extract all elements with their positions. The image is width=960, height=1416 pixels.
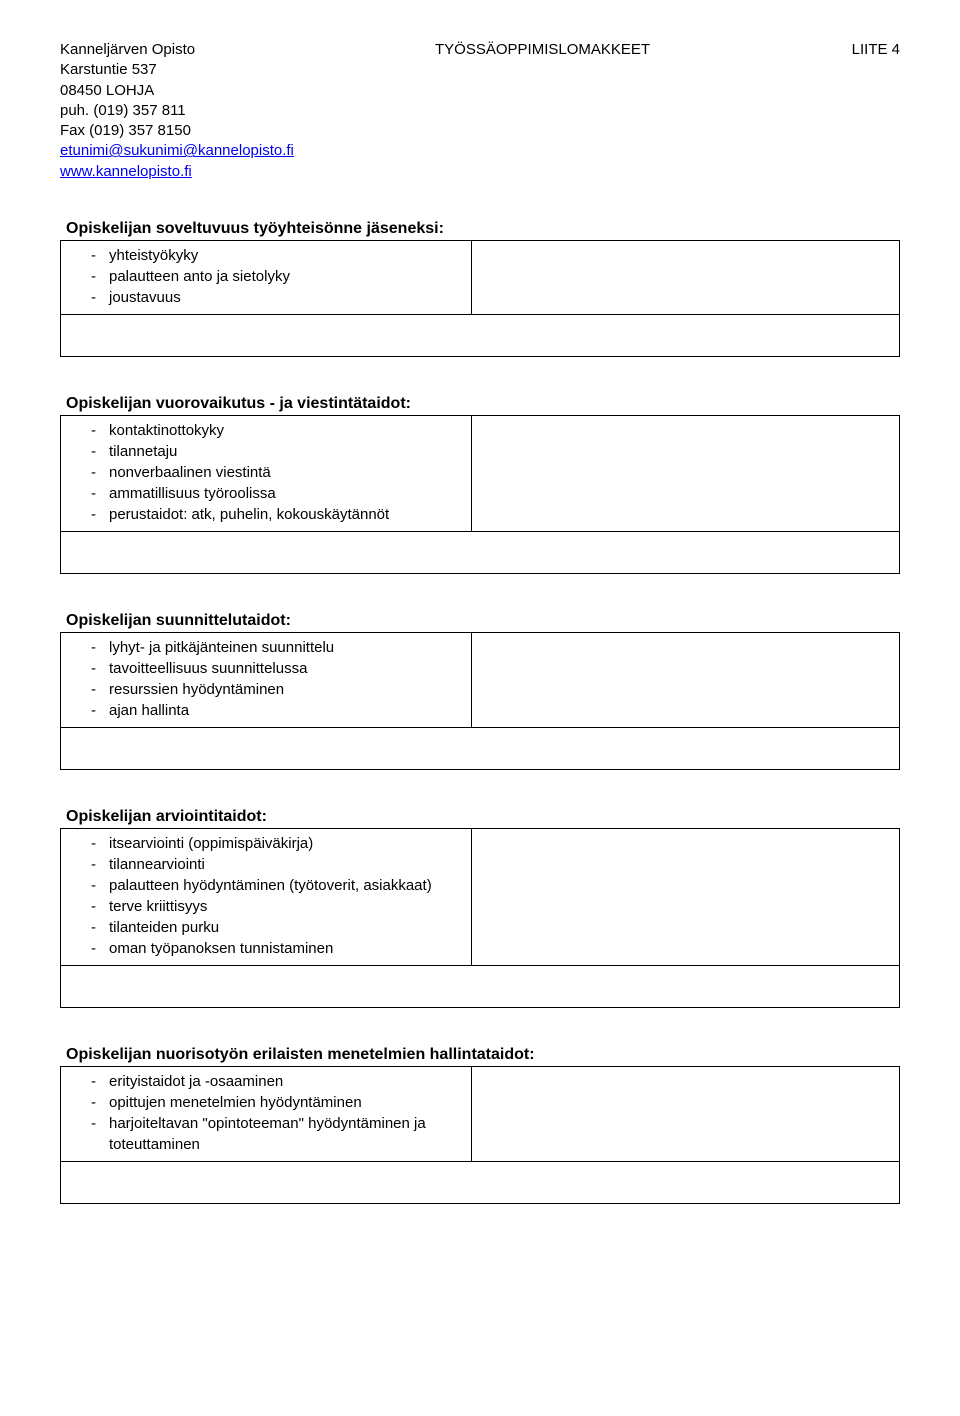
email-link[interactable]: etunimi@sukunimi@kannelopisto.fi (60, 142, 294, 159)
list-item: opittujen menetelmien hyödyntäminen (91, 1092, 461, 1113)
page-header: Kanneljärven Opisto Karstuntie 537 08450… (60, 40, 900, 182)
list-item: ammatillisuus työroolissa (91, 483, 461, 504)
section-body: yhteistyökyky palautteen anto ja sietoly… (60, 240, 900, 315)
criteria-cell: erityistaidot ja -osaaminen opittujen me… (60, 1066, 472, 1162)
section-body: kontaktinottokyky tilannetaju nonverbaal… (60, 415, 900, 532)
list-item: lyhyt- ja pitkäjänteinen suunnittelu (91, 637, 461, 658)
criteria-list: erityistaidot ja -osaaminen opittujen me… (71, 1071, 461, 1155)
section-suunnittelu: Opiskelijan suunnittelutaidot: lyhyt- ja… (60, 612, 900, 770)
comment-row[interactable] (60, 1162, 900, 1204)
list-item: tilannearviointi (91, 854, 461, 875)
section-soveltuvuus: Opiskelijan soveltuvuus työyhteisönne jä… (60, 220, 900, 357)
comment-row[interactable] (60, 966, 900, 1008)
section-body: itsearviointi (oppimispäiväkirja) tilann… (60, 828, 900, 966)
input-cell[interactable] (472, 415, 900, 532)
input-cell[interactable] (472, 632, 900, 728)
page: Kanneljärven Opisto Karstuntie 537 08450… (0, 0, 960, 1416)
appendix-label: LIITE 4 (810, 40, 900, 182)
list-item: oman työpanoksen tunnistaminen (91, 938, 461, 959)
input-cell[interactable] (472, 828, 900, 966)
list-item: tilanteiden purku (91, 917, 461, 938)
input-cell[interactable] (472, 240, 900, 315)
list-item: palautteen anto ja sietolyky (91, 266, 461, 287)
criteria-cell: yhteistyökyky palautteen anto ja sietoly… (60, 240, 472, 315)
list-item: terve kriittisyys (91, 896, 461, 917)
section-title: Opiskelijan vuorovaikutus - ja viestintä… (60, 395, 900, 413)
comment-row[interactable] (60, 532, 900, 574)
criteria-list: kontaktinottokyky tilannetaju nonverbaal… (71, 420, 461, 525)
website-link[interactable]: www.kannelopisto.fi (60, 163, 192, 180)
section-title: Opiskelijan soveltuvuus työyhteisönne jä… (60, 220, 900, 238)
criteria-list: yhteistyökyky palautteen anto ja sietoly… (71, 245, 461, 308)
comment-row[interactable] (60, 315, 900, 357)
section-body: lyhyt- ja pitkäjänteinen suunnittelu tav… (60, 632, 900, 728)
address-line-1: Karstuntie 537 (60, 60, 435, 80)
fax: Fax (019) 357 8150 (60, 121, 435, 141)
list-item: kontaktinottokyky (91, 420, 461, 441)
criteria-list: itsearviointi (oppimispäiväkirja) tilann… (71, 833, 461, 959)
list-item: ajan hallinta (91, 700, 461, 721)
address-line-2: 08450 LOHJA (60, 81, 435, 101)
list-item: tilannetaju (91, 441, 461, 462)
list-item: nonverbaalinen viestintä (91, 462, 461, 483)
section-menetelmat: Opiskelijan nuorisotyön erilaisten menet… (60, 1046, 900, 1204)
list-item: joustavuus (91, 287, 461, 308)
header-left: Kanneljärven Opisto Karstuntie 537 08450… (60, 40, 435, 182)
criteria-cell: lyhyt- ja pitkäjänteinen suunnittelu tav… (60, 632, 472, 728)
comment-row[interactable] (60, 728, 900, 770)
criteria-cell: kontaktinottokyky tilannetaju nonverbaal… (60, 415, 472, 532)
list-item: itsearviointi (oppimispäiväkirja) (91, 833, 461, 854)
section-title: Opiskelijan arviointitaidot: (60, 808, 900, 826)
criteria-cell: itsearviointi (oppimispäiväkirja) tilann… (60, 828, 472, 966)
section-body: erityistaidot ja -osaaminen opittujen me… (60, 1066, 900, 1162)
list-item: palautteen hyödyntäminen (työtoverit, as… (91, 875, 461, 896)
list-item: resurssien hyödyntäminen (91, 679, 461, 700)
section-title: Opiskelijan suunnittelutaidot: (60, 612, 900, 630)
org-name: Kanneljärven Opisto (60, 40, 435, 60)
list-item: perustaidot: atk, puhelin, kokouskäytänn… (91, 504, 461, 525)
section-title: Opiskelijan nuorisotyön erilaisten menet… (60, 1046, 900, 1064)
section-arviointi: Opiskelijan arviointitaidot: itsearvioin… (60, 808, 900, 1008)
list-item: tavoitteellisuus suunnittelussa (91, 658, 461, 679)
list-item: yhteistyökyky (91, 245, 461, 266)
criteria-list: lyhyt- ja pitkäjänteinen suunnittelu tav… (71, 637, 461, 721)
list-item: erityistaidot ja -osaaminen (91, 1071, 461, 1092)
document-title: TYÖSSÄOPPIMISLOMAKKEET (435, 40, 810, 182)
list-item: harjoiteltavan "opintoteeman" hyödyntämi… (91, 1113, 461, 1155)
input-cell[interactable] (472, 1066, 900, 1162)
section-viestinta: Opiskelijan vuorovaikutus - ja viestintä… (60, 395, 900, 574)
phone: puh. (019) 357 811 (60, 101, 435, 121)
